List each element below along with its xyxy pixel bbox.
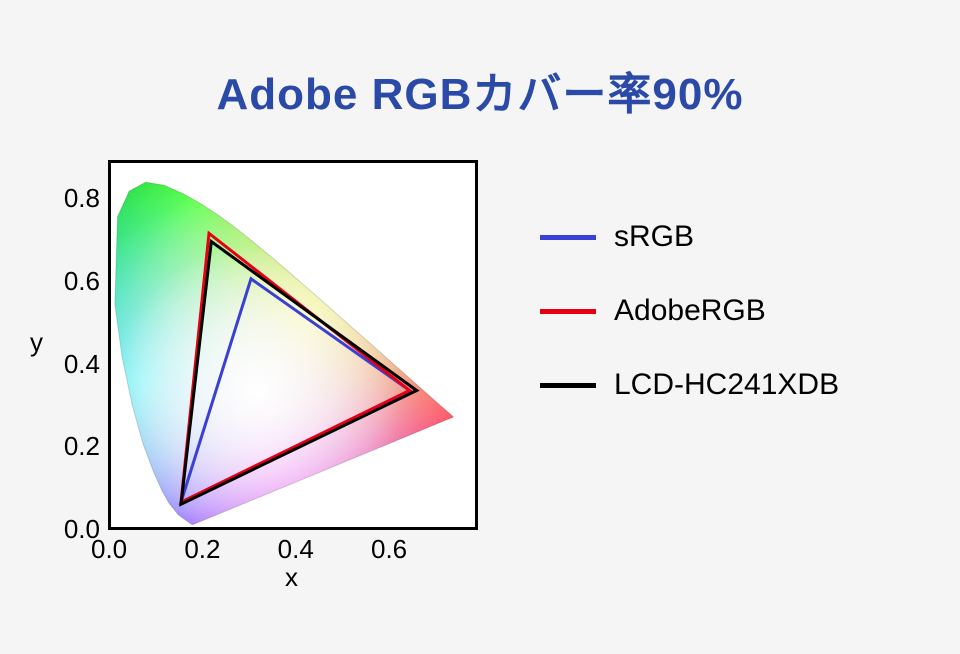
legend-swatch xyxy=(540,235,596,240)
legend-label: AdobeRGB xyxy=(614,294,766,328)
x-axis-label: x xyxy=(285,562,298,593)
legend-swatch xyxy=(540,309,596,314)
y-tick: 0.4 xyxy=(64,349,100,380)
x-tick: 0.6 xyxy=(371,534,407,565)
legend-label: LCD-HC241XDB xyxy=(614,368,839,402)
legend-item: sRGB xyxy=(540,220,839,254)
legend-label: sRGB xyxy=(614,220,694,254)
chromaticity-chart xyxy=(108,160,478,530)
y-tick: 0.2 xyxy=(64,431,100,462)
x-tick: 0.4 xyxy=(278,534,314,565)
x-tick: 0.2 xyxy=(184,534,220,565)
chromaticity-svg xyxy=(111,163,475,527)
y-tick: 0.6 xyxy=(64,266,100,297)
x-tick: 0.0 xyxy=(91,534,127,565)
legend-item: LCD-HC241XDB xyxy=(540,368,839,402)
legend-item: AdobeRGB xyxy=(540,294,839,328)
page-root: Adobe RGBカバー率90% y x 0.00.20.40.60.8 0.0… xyxy=(0,0,960,654)
legend: sRGB AdobeRGB LCD-HC241XDB xyxy=(540,220,839,442)
page-title: Adobe RGBカバー率90% xyxy=(0,58,960,122)
legend-swatch xyxy=(540,383,596,388)
y-axis-label: y xyxy=(30,327,43,358)
y-tick: 0.8 xyxy=(64,183,100,214)
